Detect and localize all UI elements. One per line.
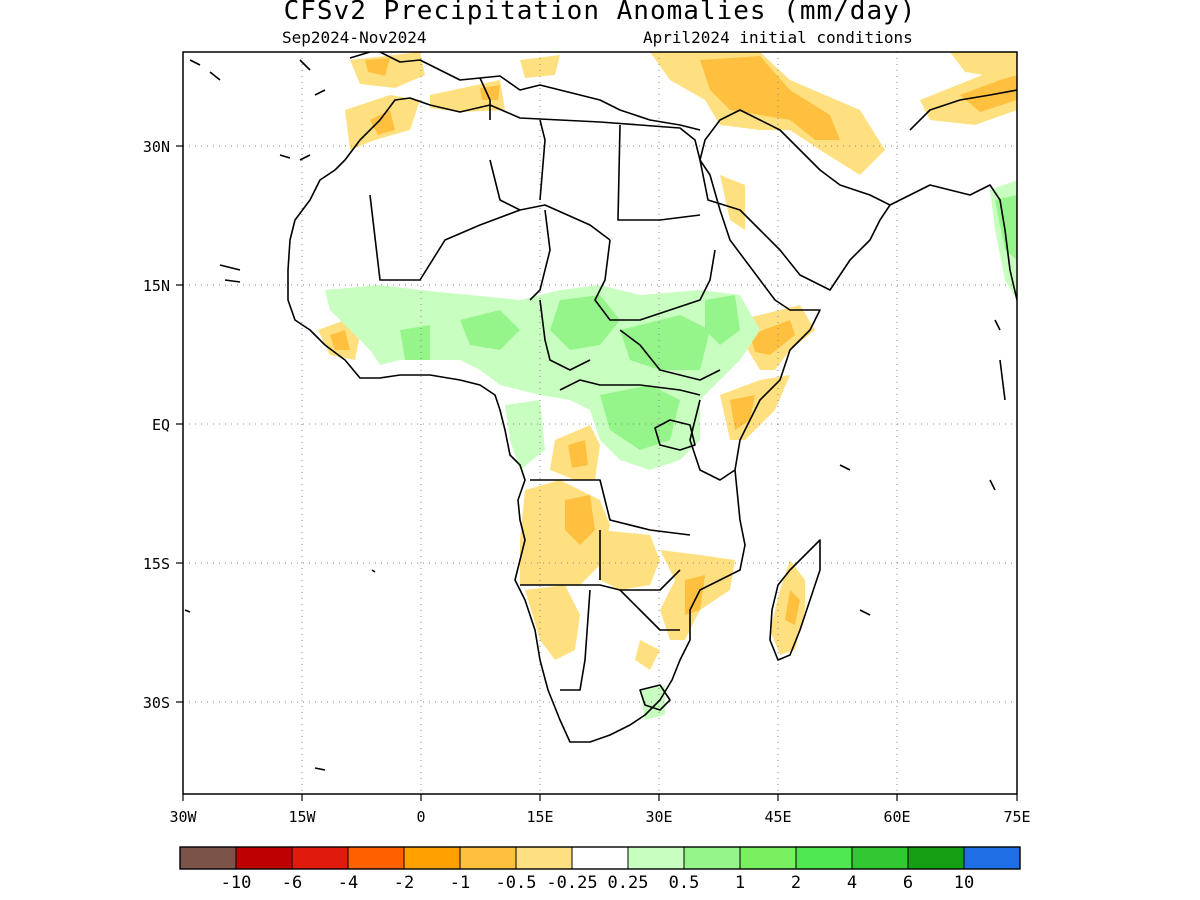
forecast-period: Sep2024-Nov2024 xyxy=(282,28,427,47)
lat-label-15n: 15N xyxy=(143,277,170,295)
colorbar-label: -4 xyxy=(338,873,358,893)
colorbar-label: -10 xyxy=(221,873,252,893)
colorbar-label: 1 xyxy=(735,873,745,893)
map-frame xyxy=(182,51,1018,795)
lat-label-30n: 30N xyxy=(143,138,170,156)
wet-anomaly-cores xyxy=(400,195,1017,450)
colorbar-swatch xyxy=(627,846,685,870)
colorbar-label: 4 xyxy=(847,873,857,893)
lon-label-60e: 60E xyxy=(883,808,910,826)
colorbar-swatch xyxy=(515,846,573,870)
map-title: CFSv2 Precipitation Anomalies (mm/day) xyxy=(283,0,917,26)
colorbar-label: -1 xyxy=(450,873,470,893)
lon-label-15w: 15W xyxy=(288,808,316,826)
lat-label-30s: 30S xyxy=(143,694,170,712)
lon-label-0: 0 xyxy=(416,808,425,826)
colorbar: -10 -6 -4 -2 -1 -0.5 -0.25 0.25 0.5 1 2 4 6 10 xyxy=(179,846,1021,893)
colorbar-swatch xyxy=(683,846,741,870)
lat-tick-labels: 30N 15N EQ 15S 30S xyxy=(143,138,170,712)
colorbar-label: 6 xyxy=(903,873,913,893)
colorbar-swatch xyxy=(907,846,965,870)
colorbar-label: -0.25 xyxy=(546,873,597,893)
colorbar-label: 0.5 xyxy=(669,873,700,893)
colorbar-swatch xyxy=(459,846,517,870)
colorbar-swatch xyxy=(963,846,1021,870)
colorbar-label: 2 xyxy=(791,873,801,893)
graticule xyxy=(183,52,1017,794)
colorbar-swatch xyxy=(179,846,237,870)
colorbar-swatch xyxy=(291,846,349,870)
colorbar-frame xyxy=(179,846,1021,870)
colorbar-swatch xyxy=(571,846,629,870)
colorbar-label: 10 xyxy=(954,873,974,893)
colorbar-swatch xyxy=(347,846,405,870)
initial-conditions: April2024 initial conditions xyxy=(643,28,913,47)
colorbar-label: -0.5 xyxy=(496,873,537,893)
coastlines xyxy=(184,52,1017,771)
colorbar-swatch xyxy=(851,846,909,870)
colorbar-swatch xyxy=(403,846,461,870)
lon-label-15e: 15E xyxy=(526,808,553,826)
lon-label-45e: 45E xyxy=(764,808,791,826)
colorbar-label: -2 xyxy=(394,873,414,893)
colorbar-swatch xyxy=(235,846,293,870)
dry-anomaly-cores xyxy=(330,56,1017,625)
lon-label-30w: 30W xyxy=(169,808,197,826)
colorbar-label: -6 xyxy=(282,873,302,893)
colorbar-swatch xyxy=(739,846,797,870)
lon-label-30e: 30E xyxy=(645,808,672,826)
lat-label-eq: EQ xyxy=(152,416,170,434)
colorbar-swatch xyxy=(795,846,853,870)
lon-ticks xyxy=(176,145,1018,801)
lon-tick-labels: 30W 15W 0 15E 30E 45E 60E 75E xyxy=(169,808,1030,826)
lon-label-75e: 75E xyxy=(1003,808,1030,826)
colorbar-labels: -10 -6 -4 -2 -1 -0.5 -0.25 0.25 0.5 1 2 4 6 10 xyxy=(221,873,975,893)
colorbar-swatches xyxy=(179,846,1021,870)
lat-label-15s: 15S xyxy=(143,555,170,573)
colorbar-label: 0.25 xyxy=(608,873,649,893)
anomaly-shading xyxy=(318,52,1017,720)
